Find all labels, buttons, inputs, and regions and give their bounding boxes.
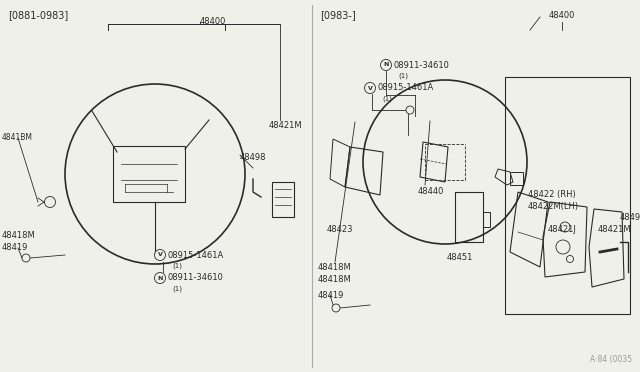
Text: 48421J: 48421J (548, 225, 577, 234)
Text: A·84 (0035: A·84 (0035 (590, 355, 632, 364)
Text: N: N (383, 62, 388, 67)
Text: (1): (1) (172, 263, 182, 269)
Text: 48498: 48498 (240, 154, 266, 163)
Text: (1): (1) (398, 73, 408, 79)
Text: 08911-34610: 08911-34610 (168, 273, 224, 282)
Text: [0983-]: [0983-] (320, 10, 356, 20)
Text: 48400: 48400 (200, 17, 227, 26)
Text: 4841BM: 4841BM (2, 134, 33, 142)
Text: 48418M: 48418M (318, 276, 352, 285)
Text: V: V (157, 253, 163, 257)
Circle shape (406, 106, 414, 114)
Text: [0881-0983]: [0881-0983] (8, 10, 68, 20)
Text: 48451: 48451 (447, 253, 473, 263)
Circle shape (556, 240, 570, 254)
Text: 08911-34610: 08911-34610 (394, 61, 450, 70)
Circle shape (332, 304, 340, 312)
Text: (1): (1) (382, 96, 392, 102)
Circle shape (566, 256, 573, 263)
Text: 48419: 48419 (2, 244, 28, 253)
Circle shape (365, 83, 376, 93)
Text: 48422 (RH): 48422 (RH) (528, 190, 576, 199)
Circle shape (22, 254, 30, 262)
Text: 08915-1461A: 08915-1461A (378, 83, 435, 93)
Circle shape (154, 250, 166, 260)
Circle shape (560, 222, 570, 232)
Text: 48400: 48400 (549, 10, 575, 19)
Text: 48423: 48423 (327, 225, 353, 234)
Text: 48422M(LH): 48422M(LH) (528, 202, 579, 212)
Text: 48418M: 48418M (2, 231, 36, 240)
Text: 48419: 48419 (318, 291, 344, 299)
Text: N: N (157, 276, 163, 280)
Bar (113, 146, 185, 202)
Text: V: V (367, 86, 372, 90)
Text: 48418M: 48418M (318, 263, 352, 273)
Text: 48421M: 48421M (598, 225, 632, 234)
Text: 08915-1461A: 08915-1461A (168, 250, 224, 260)
Text: 48421M: 48421M (268, 121, 302, 129)
Text: (1): (1) (172, 286, 182, 292)
Circle shape (154, 273, 166, 283)
Bar (505, 77, 630, 314)
Circle shape (381, 60, 392, 71)
Text: 48440: 48440 (418, 187, 444, 196)
Text: 48498: 48498 (620, 214, 640, 222)
Circle shape (45, 196, 56, 208)
